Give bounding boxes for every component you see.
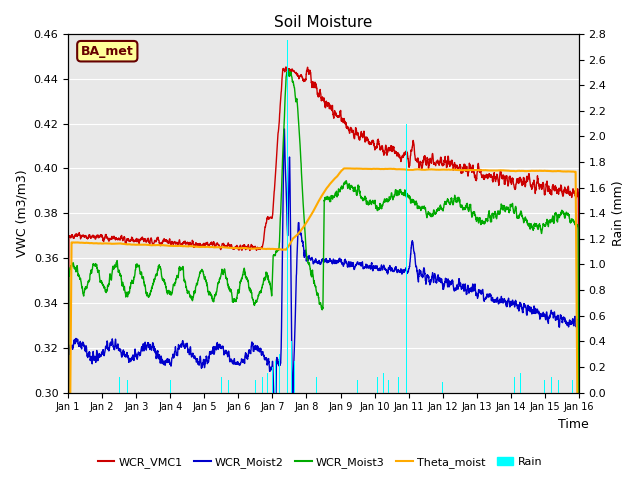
WCR_VMC1 [122,239,130,245]
Bar [357,380,358,393]
WCR_Moist3 [565,212,573,217]
Bar [442,382,443,393]
Bar [279,354,280,393]
Theta_moist [153,242,161,248]
WCR_Moist2 [510,300,518,306]
WCR_Moist2 [280,126,288,132]
Bar [170,380,171,393]
WCR_Moist3 [285,67,292,72]
WCR_VMC1 [282,66,290,72]
Bar [275,360,276,393]
Bar [272,367,273,393]
WCR_Moist2 [260,352,268,358]
WCR_VMC1 [565,192,573,197]
Bar [221,377,222,393]
Theta_moist [345,166,353,171]
Theta_moist [260,246,268,252]
Theta_moist [510,168,518,174]
Bar [316,377,317,393]
Line: WCR_VMC1: WCR_VMC1 [68,67,579,480]
WCR_Moist2 [565,322,573,327]
Y-axis label: Rain (mm): Rain (mm) [612,180,625,246]
Y-axis label: VWC (m3/m3): VWC (m3/m3) [15,169,28,257]
WCR_Moist3 [153,271,161,277]
WCR_Moist2 [153,355,161,360]
WCR_Moist3 [510,209,518,215]
Bar [551,377,552,393]
WCR_VMC1 [282,64,290,70]
Bar [118,377,120,393]
Legend: WCR_VMC1, WCR_Moist2, WCR_Moist3, Theta_moist, Rain: WCR_VMC1, WCR_Moist2, WCR_Moist3, Theta_… [93,452,547,472]
Bar [255,380,256,393]
Text: BA_met: BA_met [81,45,134,58]
X-axis label: Time: Time [558,418,589,431]
Bar [291,341,292,393]
WCR_Moist3 [260,276,268,281]
Bar [572,380,573,393]
WCR_Moist2 [122,353,130,359]
Bar [520,373,522,393]
Bar [287,40,288,393]
Theta_moist [282,247,290,252]
Theta_moist [122,241,130,247]
WCR_VMC1 [510,182,518,188]
Theta_moist [565,168,573,174]
Line: Theta_moist: Theta_moist [68,168,579,480]
Bar [514,377,515,393]
WCR_VMC1 [153,237,161,242]
WCR_Moist3 [122,290,130,296]
Title: Soil Moisture: Soil Moisture [275,15,372,30]
WCR_VMC1 [260,233,268,239]
WCR_Moist2 [282,191,290,196]
Bar [262,377,263,393]
Bar [127,380,128,393]
Bar [558,380,559,393]
Bar [267,373,268,393]
Bar [544,380,545,393]
Line: WCR_Moist2: WCR_Moist2 [68,129,579,480]
Bar [398,377,399,393]
Bar [294,360,295,393]
WCR_Moist3 [282,74,290,80]
Bar [406,123,408,393]
Line: WCR_Moist3: WCR_Moist3 [68,70,579,480]
